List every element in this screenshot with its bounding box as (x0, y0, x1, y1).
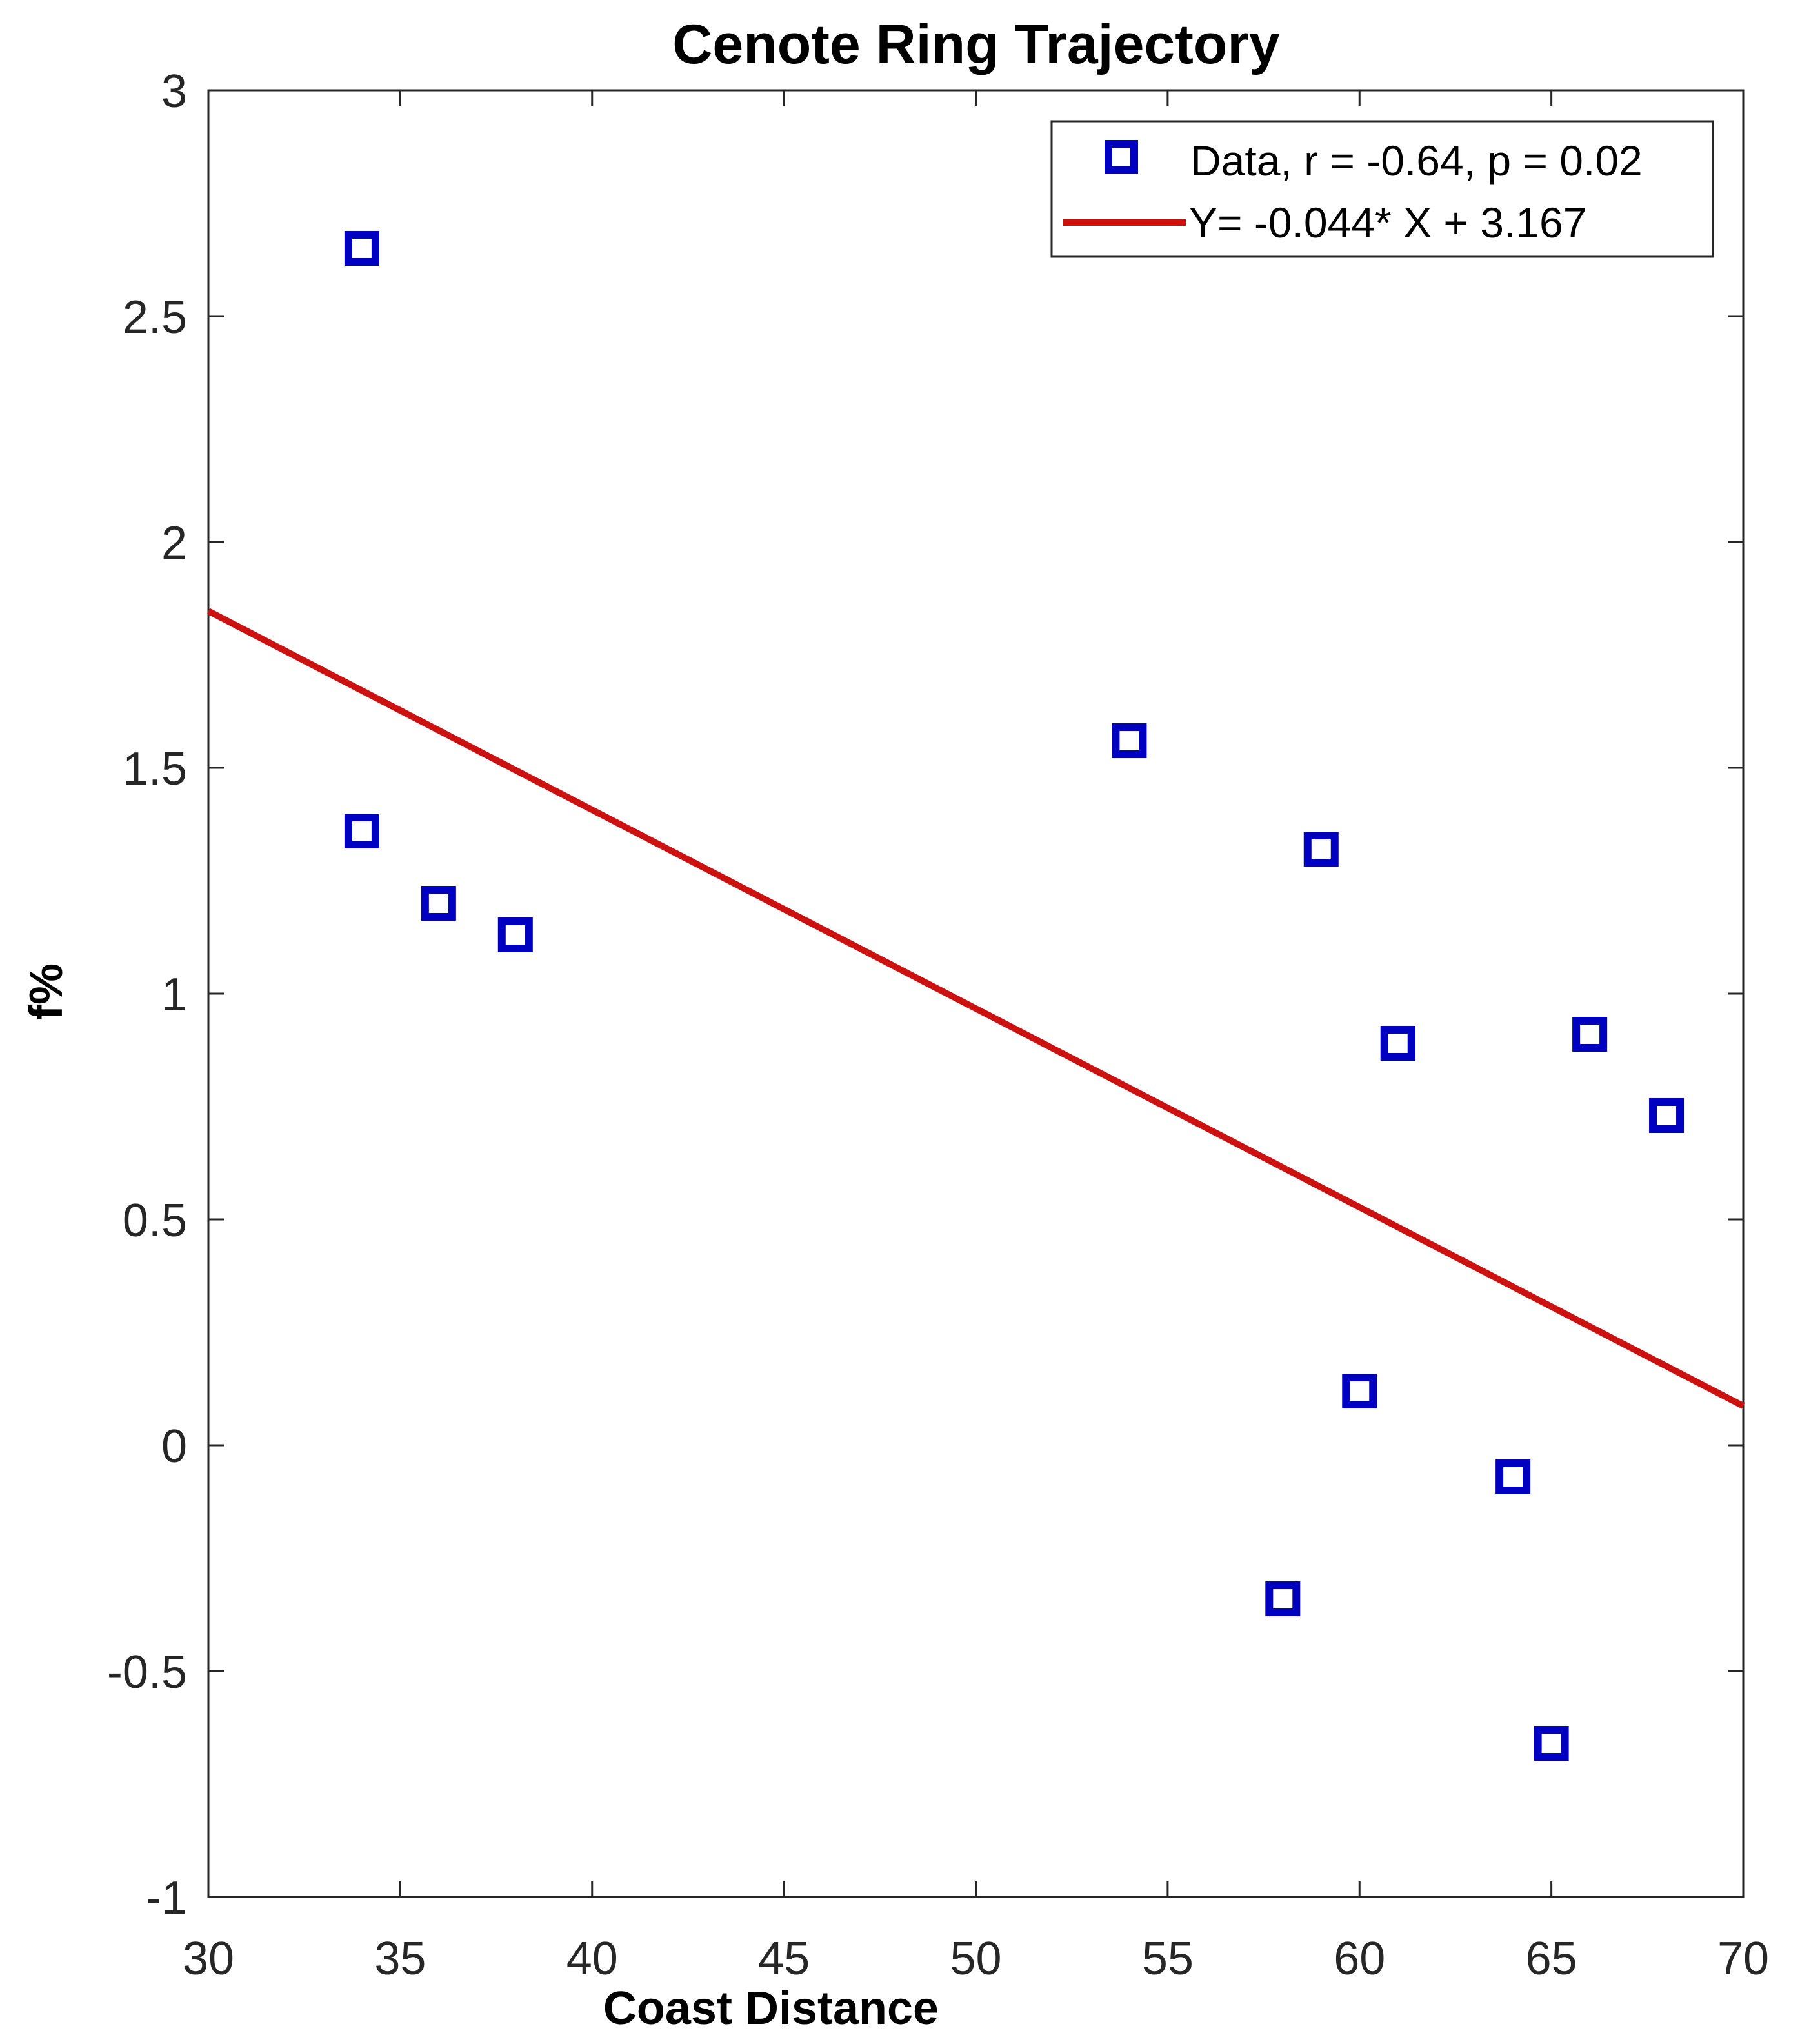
y-tick-label: 3 (161, 66, 187, 117)
chart-title: Cenote Ring Trajectory (672, 14, 1280, 75)
x-tick-label: 35 (374, 1933, 426, 1985)
legend-box (1050, 120, 1714, 258)
y-tick-label: -0.5 (107, 1647, 187, 1698)
y-tick-label: 2 (161, 517, 187, 569)
axis-ticks (207, 89, 1745, 1898)
y-tick-label: 1 (161, 969, 187, 1021)
data-point (1534, 1726, 1569, 1761)
data-point (421, 886, 456, 921)
data-point (1265, 1581, 1301, 1616)
data-point (1342, 1374, 1377, 1408)
data-point (344, 231, 379, 266)
fit-line (206, 608, 1745, 1409)
x-tick-label: 45 (758, 1933, 810, 1985)
fit-line-layer (206, 608, 1745, 1409)
data-points (344, 231, 1685, 1761)
plot-frame (207, 89, 1745, 1898)
y-tick-labels: -1 -0.5 0 0.5 1 1.5 2 2.5 3 (107, 66, 187, 1924)
x-tick-label: 30 (183, 1933, 234, 1985)
y-tick-label: 2.5 (123, 292, 187, 343)
data-point (1572, 1017, 1608, 1052)
y-tick-label: -1 (146, 1872, 187, 1924)
y-tick-label: 1.5 (123, 743, 187, 795)
x-axis-label: Coast Distance (603, 1983, 939, 2034)
x-tick-label: 65 (1526, 1933, 1577, 1985)
data-point (1303, 832, 1339, 867)
x-tick-labels: 30 35 40 45 50 55 60 65 70 (183, 1933, 1769, 1985)
x-tick-label: 50 (950, 1933, 1001, 1985)
x-tick-label: 55 (1142, 1933, 1194, 1985)
data-point (1495, 1459, 1531, 1494)
x-tick-label: 70 (1717, 1933, 1769, 1985)
legend-marker-data (1105, 140, 1138, 174)
data-point (1649, 1098, 1685, 1133)
y-tick-label: 0 (161, 1421, 187, 1472)
legend-entry-fit-line: Y= -0.044* X + 3.167 (1189, 199, 1586, 246)
x-tick-label: 40 (566, 1933, 618, 1985)
data-point (497, 917, 533, 952)
y-axis-label: f% (21, 963, 72, 1020)
legend: Data, r = -0.64, p = 0.02 Y= -0.044* X +… (1050, 120, 1714, 258)
data-point (1112, 723, 1147, 758)
y-tick-label: 0.5 (123, 1195, 187, 1247)
data-point (344, 814, 379, 848)
x-tick-label: 60 (1334, 1933, 1385, 1985)
data-point (1380, 1026, 1415, 1061)
legend-entry-data: Data, r = -0.64, p = 0.02 (1190, 137, 1643, 185)
